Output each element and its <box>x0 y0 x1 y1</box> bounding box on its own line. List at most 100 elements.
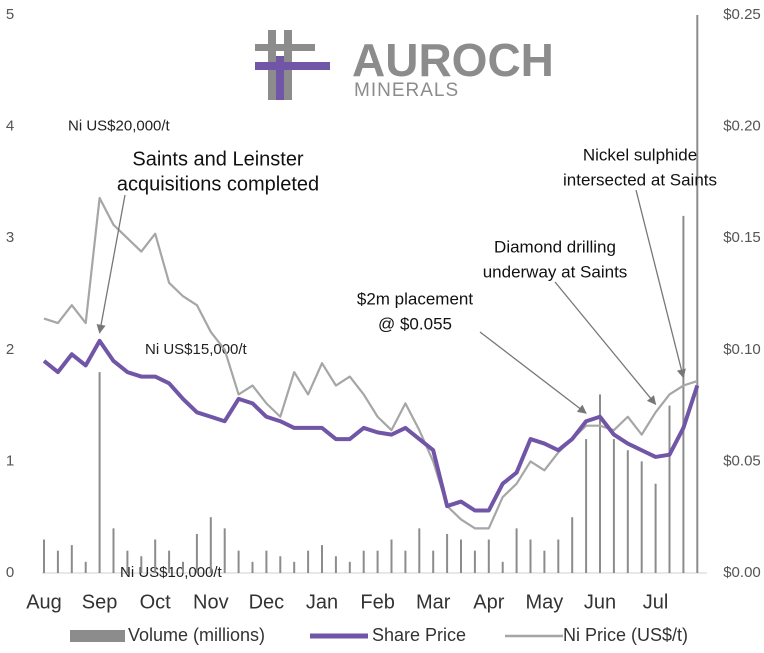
x-tick-label: Apr <box>473 591 504 613</box>
share-price-line <box>42 338 700 513</box>
ni-tick-label: Ni US$10,000/t <box>120 564 223 581</box>
volume-bar <box>487 539 490 573</box>
volume-bar <box>612 439 615 573</box>
y2-tick-label: $0.05 <box>723 452 761 469</box>
annotation: underway at Saints <box>483 262 628 281</box>
annotation-arrow <box>479 331 587 414</box>
y2-tick-label: $0.20 <box>723 118 761 135</box>
volume-bar <box>154 539 157 573</box>
legend-label: Volume (millions) <box>128 625 265 645</box>
legend-label: Ni Price (US$/t) <box>563 625 688 645</box>
x-tick-label: Jun <box>584 591 616 613</box>
volume-bar <box>112 528 115 573</box>
x-tick-label: May <box>526 591 564 613</box>
x-tick-label: Feb <box>360 591 394 613</box>
logo-subname: MINERALS <box>354 80 459 101</box>
volume-bar <box>168 550 171 573</box>
volume-bar <box>460 539 462 573</box>
logo-shape <box>255 44 315 51</box>
volume-bar <box>668 405 671 573</box>
annotation: acquisitions completed <box>117 173 319 195</box>
volume-bar <box>265 550 268 573</box>
volume-bar <box>515 528 518 573</box>
logo-name: AUROCH <box>352 34 554 86</box>
y-tick-label: 5 <box>6 6 14 23</box>
y2-tick-label: $0.00 <box>723 564 761 581</box>
volume-bar <box>43 539 45 573</box>
volume-bar <box>682 215 685 573</box>
volume-bar <box>585 439 588 573</box>
annotation: @ $0.055 <box>378 314 452 333</box>
volume-bar <box>279 556 282 573</box>
volume-bar <box>251 561 254 573</box>
x-tick-label: Jan <box>306 591 338 613</box>
volume-bar <box>543 550 546 573</box>
y2-tick-label: $0.10 <box>723 341 761 358</box>
volume-bar <box>334 556 337 573</box>
x-tick-label: Dec <box>249 591 285 613</box>
volume-bar <box>696 15 699 573</box>
x-tick-label: Aug <box>26 591 62 613</box>
volume-bar <box>140 556 143 573</box>
volume-bar <box>432 550 435 573</box>
volume-bar <box>571 517 574 573</box>
y-tick-label: 2 <box>6 341 14 358</box>
volume-bar <box>626 450 629 573</box>
annotation-arrow <box>635 189 686 379</box>
x-tick-label: Nov <box>193 591 229 613</box>
volume-bar <box>321 545 323 573</box>
ni-tick-label: Ni US$15,000/t <box>145 341 248 358</box>
volume-bar <box>126 550 129 573</box>
volume-bar <box>390 539 393 573</box>
ni-tick-label: Ni US$20,000/t <box>68 118 171 135</box>
logo-shape <box>276 56 284 100</box>
logo: AUROCH MINERALS <box>255 30 554 101</box>
volume-bar <box>557 539 560 573</box>
annotation-arrow <box>554 281 657 405</box>
annotation: $2m placement <box>357 289 474 308</box>
y-tick-label: 1 <box>6 452 14 469</box>
volume-bar <box>98 372 101 573</box>
volume-bar <box>473 550 476 573</box>
volume-bar <box>640 461 643 573</box>
annotation: Saints and Leinster <box>132 148 304 170</box>
volume-bar <box>376 550 379 573</box>
volume-bar <box>70 545 73 573</box>
volume-bar <box>501 561 504 573</box>
legend-label: Share Price <box>372 625 466 645</box>
volume-bar <box>654 483 657 573</box>
y-tick-label: 0 <box>6 564 14 581</box>
ni-price-line <box>43 196 698 530</box>
logo-shape <box>255 62 330 70</box>
volume-bar <box>195 533 198 573</box>
volume-bar <box>446 533 449 573</box>
volume-bar <box>293 561 296 573</box>
x-tick-label: Oct <box>140 591 172 613</box>
x-tick-label: Jul <box>643 591 669 613</box>
x-tick-label: Mar <box>416 591 451 613</box>
volume-bar <box>348 561 351 573</box>
annotation: Diamond drilling <box>494 237 616 256</box>
y2-tick-label: $0.15 <box>723 229 761 246</box>
y-tick-label: 3 <box>6 229 14 246</box>
annotation-arrow <box>96 194 126 334</box>
volume-bar <box>56 550 59 573</box>
volume-bar <box>209 517 212 573</box>
volume-bar <box>529 539 532 573</box>
annotation: intersected at Saints <box>563 170 717 189</box>
legend-swatch <box>70 630 125 642</box>
y-tick-label: 4 <box>6 118 14 135</box>
volume-bar <box>362 550 365 573</box>
volume-bar <box>599 394 601 573</box>
volume-bar <box>307 550 310 573</box>
volume-bar <box>237 550 240 573</box>
volume-bar <box>182 561 184 573</box>
annotation: Nickel sulphide <box>583 145 697 164</box>
y2-tick-label: $0.25 <box>723 6 761 23</box>
volume-bar <box>84 561 87 573</box>
x-tick-label: Sep <box>82 591 118 613</box>
volume-bar <box>404 550 407 573</box>
volume-bar <box>223 528 226 573</box>
volume-bar <box>418 528 421 573</box>
